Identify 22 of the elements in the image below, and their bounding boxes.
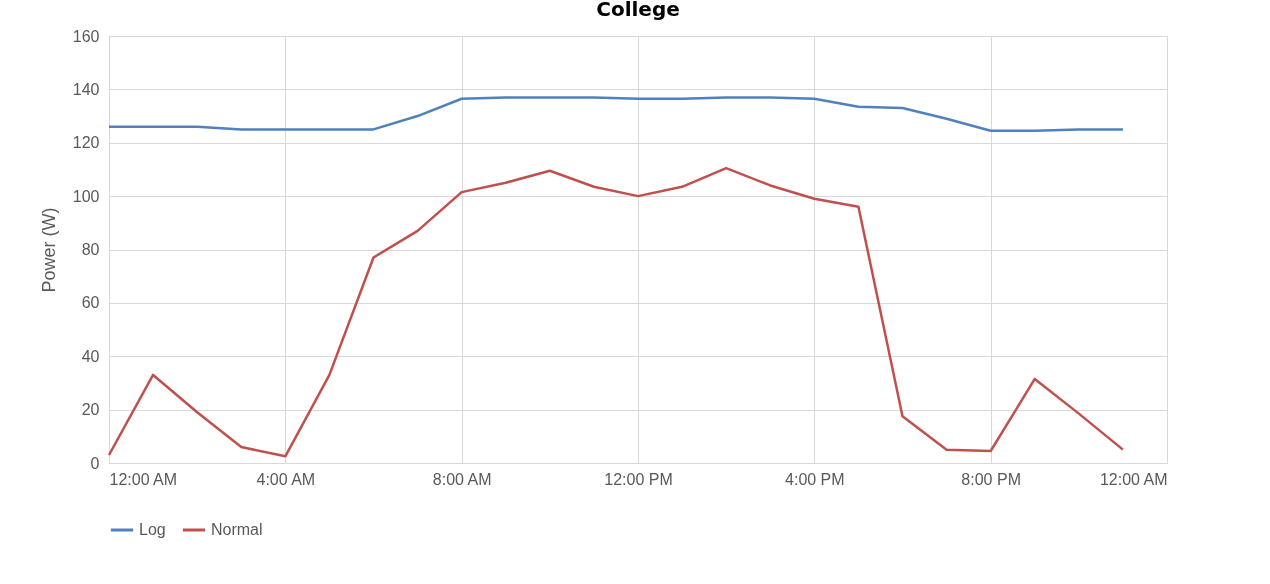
x-tick-label: 12:00 AM — [1099, 470, 1168, 488]
y-tick-label: 100 — [72, 187, 100, 205]
y-tick-label: 0 — [90, 454, 100, 472]
legend-label: Log — [139, 521, 166, 538]
x-tick-label: 4:00 PM — [785, 470, 845, 488]
chart-title: College — [596, 0, 680, 21]
legend-label: Normal — [211, 521, 263, 538]
y-tick-label: 120 — [72, 134, 100, 152]
line-series — [107, 166, 1125, 458]
y-tick-label: 160 — [72, 27, 100, 45]
x-tick-label: 12:00 PM — [604, 470, 673, 488]
x-tick-label: 12:00 AM — [109, 470, 178, 488]
y-tick-label: 40 — [81, 347, 100, 365]
x-tick-label: 4:00 AM — [256, 470, 316, 488]
y-tick-label: 140 — [72, 80, 100, 98]
line-series — [107, 96, 1125, 132]
y-tick-label: 60 — [81, 294, 100, 312]
x-tick-label: 8:00 AM — [432, 470, 492, 488]
y-axis-title: Power (W) — [38, 207, 59, 293]
y-tick-label: 80 — [81, 241, 100, 258]
x-tick-label: 8:00 PM — [961, 470, 1021, 488]
y-tick-label: 20 — [81, 401, 100, 419]
